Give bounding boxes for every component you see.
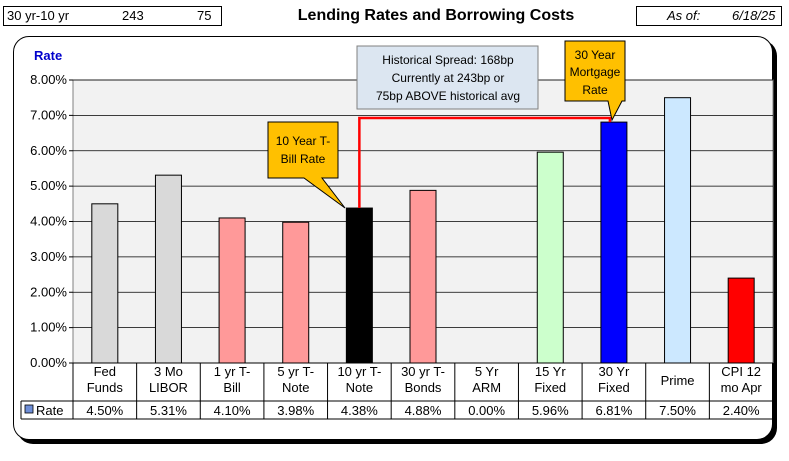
category-label: 15 Yr bbox=[535, 364, 567, 379]
bar bbox=[91, 203, 119, 364]
bar bbox=[600, 121, 628, 364]
table-value: 3.98% bbox=[277, 403, 314, 418]
category-label: Bonds bbox=[405, 380, 442, 395]
category-label: 1 yr T- bbox=[214, 364, 251, 379]
y-tick-label: 3.00% bbox=[30, 249, 67, 264]
legend-key bbox=[24, 404, 34, 414]
ten-year-callout bbox=[267, 121, 346, 209]
table-value: 4.10% bbox=[214, 403, 251, 418]
spread-line bbox=[358, 116, 612, 209]
thirty-year-callout-text: Rate bbox=[582, 83, 608, 97]
spread-summary-box: 30 yr-10 yr 243 75 bbox=[3, 6, 222, 26]
category-label: Bill bbox=[223, 380, 240, 395]
table-value: 4.50% bbox=[86, 403, 123, 418]
table-value: 6.81% bbox=[595, 403, 632, 418]
as-of-date: 6/18/25 bbox=[732, 8, 776, 23]
category-label: Fixed bbox=[598, 380, 630, 395]
category-label: 10 yr T- bbox=[337, 364, 381, 379]
table-value: 4.88% bbox=[405, 403, 442, 418]
spread-current-value: 243 bbox=[122, 8, 144, 23]
chart-title: Lending Rates and Borrowing Costs bbox=[297, 7, 575, 24]
y-tick-label: 8.00% bbox=[30, 72, 67, 87]
spread-note-box bbox=[356, 45, 539, 110]
category-label: mo Apr bbox=[721, 380, 763, 395]
category-label: CPI 12 bbox=[721, 364, 761, 379]
bar bbox=[664, 97, 692, 364]
y-tick-label: 2.00% bbox=[30, 284, 67, 299]
y-tick-label: 0.00% bbox=[30, 355, 67, 370]
ten-year-callout-text: 10 Year T- bbox=[276, 134, 331, 148]
bar bbox=[154, 174, 182, 364]
y-tick-label: 4.00% bbox=[30, 214, 67, 229]
bar bbox=[409, 189, 437, 364]
thirty-year-callout bbox=[564, 40, 626, 122]
bar bbox=[218, 217, 246, 364]
category-label: 5 yr T- bbox=[277, 364, 314, 379]
bar bbox=[345, 207, 373, 364]
bar bbox=[727, 277, 755, 364]
bar bbox=[536, 151, 564, 364]
category-label: Note bbox=[282, 380, 309, 395]
category-label: ARM bbox=[472, 380, 501, 395]
y-tick-label: 6.00% bbox=[30, 143, 67, 158]
spread-note-text: Historical Spread: 168bp bbox=[382, 53, 514, 67]
y-tick-label: 7.00% bbox=[30, 107, 67, 122]
y-tick-label: 5.00% bbox=[30, 178, 67, 193]
category-label: LIBOR bbox=[149, 380, 188, 395]
category-label: 30 yr T- bbox=[401, 364, 445, 379]
category-label: 3 Mo bbox=[154, 364, 183, 379]
ten-year-callout-text: Bill Rate bbox=[281, 152, 326, 166]
category-label: 30 Yr bbox=[598, 364, 630, 379]
bar bbox=[282, 221, 310, 364]
as-of-box: As of: 6/18/25 bbox=[636, 6, 782, 26]
category-label: Fixed bbox=[534, 380, 566, 395]
y-axis-label: Rate bbox=[34, 48, 62, 63]
table-value: 4.38% bbox=[341, 403, 378, 418]
thirty-year-callout-text: 30 Year bbox=[575, 48, 616, 62]
category-label: Funds bbox=[87, 380, 124, 395]
category-label: 5 Yr bbox=[475, 364, 499, 379]
table-value: 5.31% bbox=[150, 403, 187, 418]
category-label: Prime bbox=[661, 373, 695, 388]
table-value: 0.00% bbox=[468, 403, 505, 418]
thirty-year-callout-text: Mortgage bbox=[570, 65, 621, 79]
category-label: Note bbox=[346, 380, 373, 395]
legend-series-name: Rate bbox=[36, 403, 63, 418]
table-value: 2.40% bbox=[723, 403, 760, 418]
spread-label: 30 yr-10 yr bbox=[7, 8, 70, 23]
as-of-label: As of: bbox=[667, 8, 701, 23]
y-tick-label: 1.00% bbox=[30, 320, 67, 335]
table-value: 5.96% bbox=[532, 403, 569, 418]
spread-above-value: 75 bbox=[197, 8, 212, 23]
spread-note-text: Currently at 243bp or bbox=[392, 71, 505, 85]
table-value: 7.50% bbox=[659, 403, 696, 418]
spread-note-text: 75bp ABOVE historical avg bbox=[376, 89, 520, 103]
category-label: Fed bbox=[94, 364, 116, 379]
